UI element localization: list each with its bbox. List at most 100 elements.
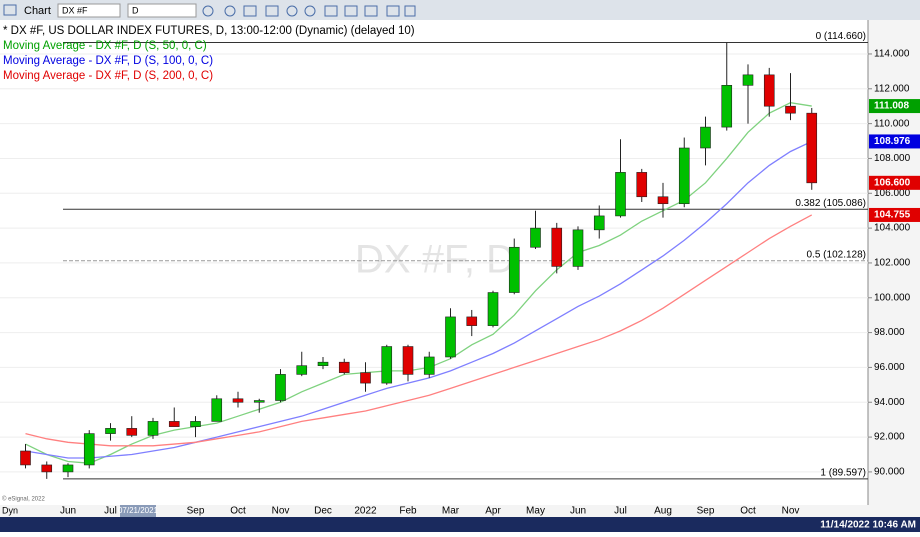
time-axis — [0, 505, 920, 517]
symbol-input[interactable] — [57, 3, 121, 18]
candle-body — [41, 464, 53, 473]
y-tick-label: 96.000 — [874, 362, 905, 373]
candle-body — [190, 421, 201, 427]
price-tag — [869, 175, 920, 190]
candle-body — [551, 227, 563, 267]
x-tick-label: Aug — [654, 506, 672, 517]
copyright: © eSignal, 2022 — [2, 496, 45, 503]
x-tick-label: Mar — [442, 506, 460, 517]
y-tick-label: 94.000 — [874, 397, 905, 408]
candle-body — [700, 126, 711, 149]
y-tick-label: 114.000 — [874, 49, 910, 60]
candle-body — [657, 196, 669, 205]
price-tag-label: 111.008 — [874, 101, 909, 112]
candle-body — [232, 398, 244, 403]
y-tick-label: 106.000 — [874, 188, 911, 199]
x-tick-label: Sep — [187, 506, 205, 517]
y-tick-label: 108.000 — [874, 153, 911, 164]
candle-body — [360, 372, 371, 384]
y-tick-label: 112.000 — [874, 83, 910, 94]
y-tick-label: 98.000 — [874, 327, 905, 338]
moving-average-line — [25, 140, 813, 459]
price-tag-label: 108.976 — [874, 136, 911, 147]
candle-body — [338, 361, 350, 373]
x-tick-label: 2022 — [354, 506, 377, 517]
watermark: DX #F, D — [355, 238, 515, 282]
moving-average-line — [25, 214, 813, 447]
price-tag — [869, 99, 920, 114]
candle-body — [211, 398, 223, 422]
mode: Dyn — [2, 505, 18, 515]
footer-time: 11/14/2022 10:46 AM — [820, 520, 916, 531]
candle-body — [508, 246, 520, 293]
price-tag-label: 106.600 — [874, 177, 911, 188]
fib-label: 0.5 (102.128) — [807, 249, 867, 260]
x-tick-label: Oct — [230, 506, 246, 517]
candle-body — [62, 464, 74, 473]
candle-body — [317, 361, 329, 366]
y-tick-label: 104.000 — [874, 223, 911, 234]
fib-label: 1 (89.597) — [820, 468, 866, 479]
toolbar — [0, 0, 920, 20]
crosshair-date-box — [120, 505, 156, 517]
candle-body — [126, 428, 138, 436]
interval-text: D — [132, 5, 139, 15]
candle-body — [742, 74, 754, 86]
price-tag — [869, 207, 920, 222]
chart-title: * DX #F, US DOLLAR INDEX FUTURES, D, 13:… — [3, 25, 415, 37]
candle-body — [83, 433, 95, 466]
symbol-text: DX #F — [62, 5, 88, 15]
candle-body — [168, 421, 180, 427]
y-tick-label: 102.000 — [874, 258, 911, 269]
status-bar — [0, 517, 920, 532]
x-tick-label: Jul — [104, 506, 117, 517]
y-tick-label: 110.000 — [874, 118, 910, 129]
candle-body — [636, 172, 648, 198]
candle-body — [572, 229, 584, 267]
toolbar-title: Chart — [24, 5, 51, 17]
candle-body — [785, 105, 796, 114]
y-tick-label: 92.000 — [874, 432, 905, 443]
legend-entry: Moving Average - DX #F, D (S, 200, 0, C) — [3, 70, 213, 82]
x-tick-label: Jun — [60, 506, 76, 517]
x-tick-label: Nov — [782, 506, 800, 517]
candle-body — [147, 421, 159, 436]
x-tick-label: Sep — [697, 506, 715, 517]
candle-body — [466, 316, 478, 326]
price-tag-label: 104.755 — [874, 210, 911, 221]
x-tick-label: Jul — [614, 506, 627, 517]
candle-body — [20, 450, 31, 466]
candle-body — [423, 356, 435, 375]
candle-body — [296, 365, 308, 375]
x-tick-label: Apr — [485, 506, 501, 517]
legend-entry: Moving Average - DX #F, D (S, 100, 0, C) — [3, 55, 213, 67]
candle-body — [530, 227, 541, 248]
candle-body — [445, 316, 456, 358]
toolbar-icons[interactable] — [202, 5, 416, 17]
chart-icon[interactable] — [3, 4, 17, 16]
candle-body — [381, 346, 393, 384]
x-tick-label: Nov — [272, 506, 290, 517]
y-tick-label: 100.000 — [874, 292, 911, 303]
x-tick-label: Dec — [314, 506, 332, 517]
legend-entry: Moving Average - DX #F, D (S, 50, 0, C) — [3, 40, 207, 52]
candle-body — [678, 147, 690, 205]
candle-body — [253, 400, 265, 403]
candle-body — [105, 428, 116, 434]
candle-body — [593, 215, 605, 231]
x-tick-label: May — [526, 506, 545, 517]
candle-body — [615, 172, 626, 217]
fib-label: 0 (114.660) — [816, 31, 866, 42]
interval-input[interactable] — [127, 3, 197, 18]
x-tick-label: Oct — [740, 506, 756, 517]
fib-label: 0.382 (105.086) — [795, 198, 866, 209]
candle-body — [487, 292, 499, 326]
candle-body — [806, 112, 818, 184]
candle-body — [721, 85, 733, 128]
candle-body — [763, 74, 775, 107]
price-tag — [869, 134, 920, 149]
candle-body — [402, 346, 414, 375]
x-tick-label: Feb — [399, 506, 417, 517]
